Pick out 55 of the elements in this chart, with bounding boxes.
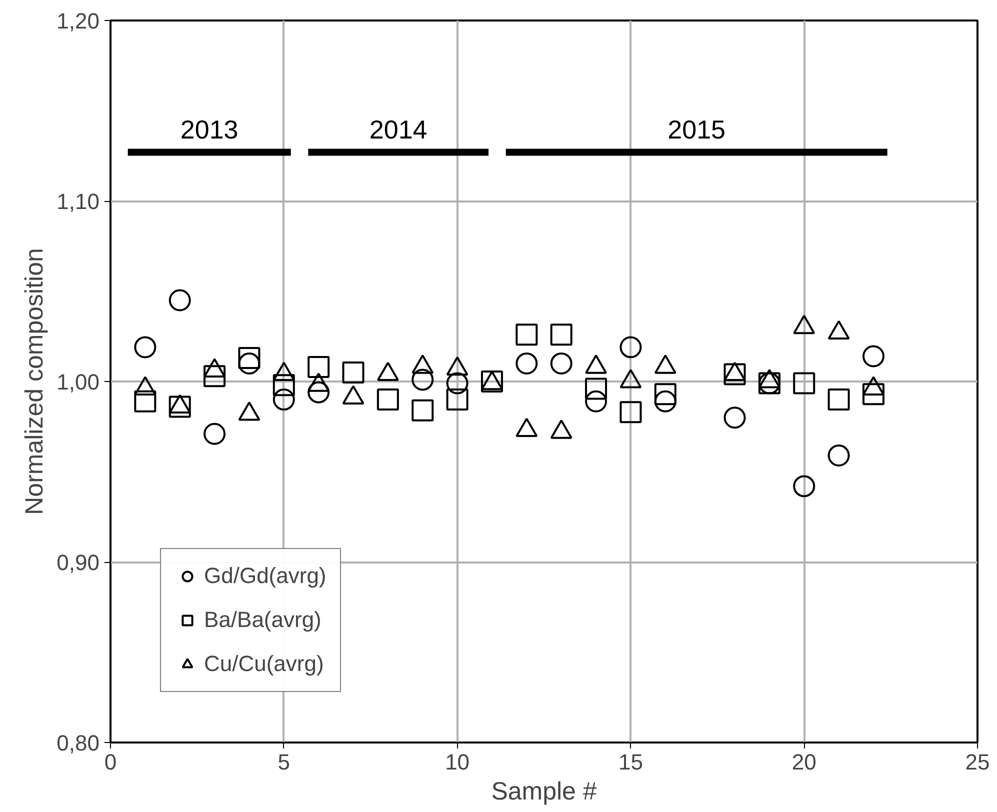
point (204, 365, 226, 388)
legend-label: Gd/Gd(avrg) (204, 563, 326, 589)
point (342, 361, 364, 384)
legend-label: Ba/Ba(avrg) (204, 607, 322, 633)
point (862, 345, 884, 368)
point (204, 422, 226, 445)
point (516, 324, 538, 346)
point (724, 363, 746, 386)
point (376, 388, 399, 411)
series-label: 2015 (668, 114, 726, 144)
point (654, 390, 676, 412)
point (446, 388, 468, 411)
x-tick-label: 25 (965, 750, 990, 774)
point (828, 388, 850, 411)
point (516, 352, 538, 374)
series-label: 2013 (180, 114, 238, 144)
legend-label: Cu/Cu(avrg) (204, 651, 324, 677)
y-tick-label: 0,80 (56, 730, 100, 756)
point (134, 390, 156, 412)
x-tick-label: 5 (278, 750, 290, 774)
point (412, 368, 434, 391)
y-tick-label: 1,10 (56, 189, 100, 214)
point (308, 381, 330, 404)
point (446, 372, 468, 394)
point (308, 356, 330, 378)
point (134, 336, 156, 358)
point (654, 383, 676, 406)
x-tick-label: 15 (618, 750, 643, 774)
point (793, 372, 816, 394)
x-tick-label: 10 (445, 750, 470, 774)
point (585, 378, 608, 400)
x-tick-label: 20 (792, 750, 816, 774)
y-axis-title: Normalized composition (20, 248, 49, 515)
point (585, 390, 608, 412)
x-axis-title: Sample # (491, 778, 597, 806)
point (862, 383, 884, 406)
point (168, 289, 191, 312)
y-tick-label: 1,20 (56, 8, 100, 34)
point (238, 347, 260, 370)
point (272, 374, 295, 396)
x-tick-label: 0 (104, 750, 117, 774)
series-label: 2014 (369, 114, 428, 144)
point (168, 396, 191, 418)
point (620, 401, 642, 424)
point (238, 352, 260, 374)
point (793, 475, 816, 498)
y-tick-label: 1,00 (56, 370, 100, 394)
point (828, 444, 850, 466)
point (272, 388, 295, 411)
y-tick-label: 0,90 (56, 550, 100, 575)
point (620, 336, 642, 358)
point (550, 324, 572, 346)
point (724, 406, 746, 429)
point (550, 352, 572, 374)
point (412, 399, 434, 422)
